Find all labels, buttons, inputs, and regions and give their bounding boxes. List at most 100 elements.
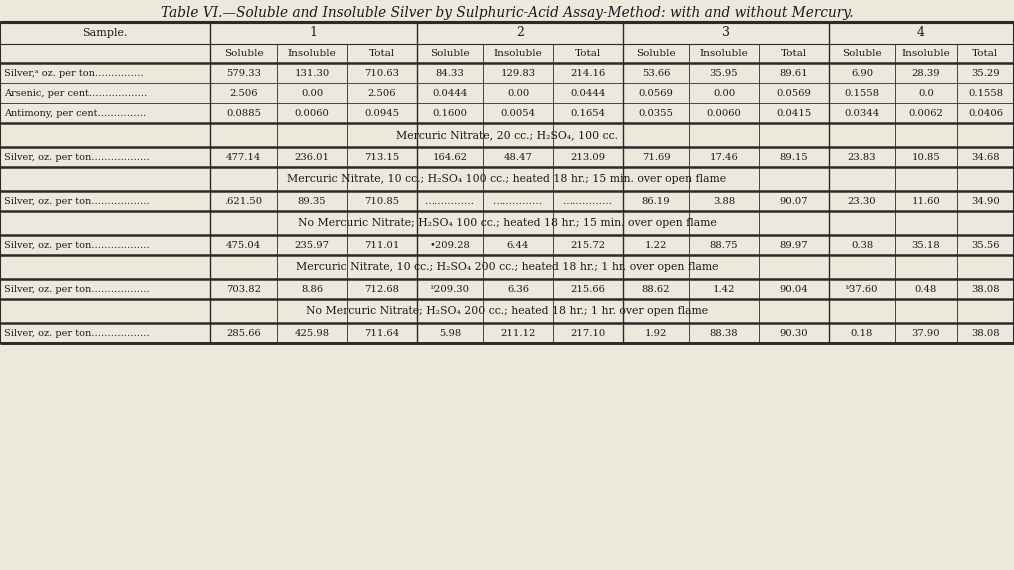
Text: 1.92: 1.92: [645, 328, 667, 337]
Text: 11.60: 11.60: [912, 197, 940, 206]
Text: 5.98: 5.98: [439, 328, 461, 337]
Text: 213.09: 213.09: [571, 153, 605, 161]
Text: 215.72: 215.72: [571, 241, 605, 250]
Text: 2: 2: [516, 26, 524, 39]
Text: 129.83: 129.83: [501, 68, 535, 78]
Text: ……………: ……………: [493, 197, 544, 206]
Text: No Mercuric Nitrate; H₂SO₄ 100 cc.; heated 18 hr.; 15 min. over open flame: No Mercuric Nitrate; H₂SO₄ 100 cc.; heat…: [298, 218, 716, 228]
Text: 0.1558: 0.1558: [845, 88, 879, 97]
Text: 37.90: 37.90: [912, 328, 940, 337]
Text: 53.66: 53.66: [642, 68, 670, 78]
Text: 88.75: 88.75: [710, 241, 738, 250]
Text: 0.0060: 0.0060: [707, 108, 741, 117]
Text: 89.97: 89.97: [780, 241, 808, 250]
Text: Mercuric Nitrate, 20 cc.; H₂SO₄, 100 cc.: Mercuric Nitrate, 20 cc.; H₂SO₄, 100 cc.: [396, 130, 618, 140]
Text: 90.07: 90.07: [780, 197, 808, 206]
Text: 713.15: 713.15: [364, 153, 400, 161]
Text: 35.18: 35.18: [912, 241, 940, 250]
Text: 28.39: 28.39: [912, 68, 940, 78]
Text: 90.04: 90.04: [780, 284, 808, 294]
Text: 131.30: 131.30: [294, 68, 330, 78]
Text: Soluble: Soluble: [636, 50, 675, 59]
Text: Mercuric Nitrate, 10 cc.; H₂SO₄ 200 cc.; heated 18 hr.; 1 hr. over open flame: Mercuric Nitrate, 10 cc.; H₂SO₄ 200 cc.;…: [296, 262, 718, 272]
Text: 1.22: 1.22: [645, 241, 667, 250]
Text: 0.0054: 0.0054: [501, 108, 535, 117]
Text: 710.85: 710.85: [364, 197, 400, 206]
Text: 0.0415: 0.0415: [777, 108, 811, 117]
Text: 89.15: 89.15: [780, 153, 808, 161]
Text: ……………: ……………: [563, 197, 613, 206]
Text: 0.0355: 0.0355: [639, 108, 673, 117]
Text: 0.0344: 0.0344: [845, 108, 879, 117]
Text: 89.61: 89.61: [780, 68, 808, 78]
Text: 236.01: 236.01: [294, 153, 330, 161]
Text: Silver, oz. per ton………………: Silver, oz. per ton………………: [4, 328, 150, 337]
Text: Insoluble: Insoluble: [494, 50, 542, 59]
Text: 0.00: 0.00: [507, 88, 529, 97]
Text: 214.16: 214.16: [570, 68, 605, 78]
Text: Insoluble: Insoluble: [700, 50, 748, 59]
Text: Soluble: Soluble: [224, 50, 264, 59]
Text: 710.63: 710.63: [364, 68, 400, 78]
Text: 0.0945: 0.0945: [364, 108, 400, 117]
Text: 35.56: 35.56: [971, 241, 1000, 250]
Text: Silver, oz. per ton………………: Silver, oz. per ton………………: [4, 197, 150, 206]
Text: 17.46: 17.46: [710, 153, 738, 161]
Text: Mercuric Nitrate, 10 cc.; H₂SO₄ 100 cc.; heated 18 hr.; 15 min. over open flame: Mercuric Nitrate, 10 cc.; H₂SO₄ 100 cc.;…: [287, 174, 727, 184]
Text: 88.62: 88.62: [642, 284, 670, 294]
Text: Total: Total: [972, 50, 999, 59]
Text: 0.0885: 0.0885: [226, 108, 261, 117]
Text: 0.0444: 0.0444: [432, 88, 467, 97]
Text: Sample.: Sample.: [82, 28, 128, 38]
Text: 90.30: 90.30: [780, 328, 808, 337]
Text: 217.10: 217.10: [570, 328, 605, 337]
Text: 8.86: 8.86: [301, 284, 323, 294]
Text: 2.506: 2.506: [368, 88, 396, 97]
Text: Antimony, per cent……………: Antimony, per cent……………: [4, 108, 146, 117]
Text: Silver, oz. per ton………………: Silver, oz. per ton………………: [4, 241, 150, 250]
Text: 0.1654: 0.1654: [571, 108, 605, 117]
Text: 0.0406: 0.0406: [968, 108, 1003, 117]
Text: 89.35: 89.35: [298, 197, 327, 206]
Text: 285.66: 285.66: [226, 328, 261, 337]
Text: 711.64: 711.64: [364, 328, 400, 337]
Text: 0.0: 0.0: [918, 88, 934, 97]
Text: 3: 3: [722, 26, 730, 39]
Text: 34.68: 34.68: [971, 153, 1000, 161]
Text: Total: Total: [781, 50, 807, 59]
Text: 4: 4: [917, 26, 925, 39]
Text: 35.95: 35.95: [710, 68, 738, 78]
Text: 0.00: 0.00: [301, 88, 323, 97]
Text: 10.85: 10.85: [912, 153, 940, 161]
Text: 23.83: 23.83: [848, 153, 876, 161]
Text: 3.88: 3.88: [713, 197, 735, 206]
Text: 0.0444: 0.0444: [570, 88, 605, 97]
Text: Table VI.—Soluble and Insoluble Silver by Sulphuric-Acid Assay-Method: with and : Table VI.—Soluble and Insoluble Silver b…: [160, 6, 854, 20]
Text: 0.0569: 0.0569: [777, 88, 811, 97]
Text: 0.1558: 0.1558: [968, 88, 1003, 97]
Text: 703.82: 703.82: [226, 284, 261, 294]
Text: 34.90: 34.90: [971, 197, 1000, 206]
Text: 35.29: 35.29: [971, 68, 1000, 78]
Text: 38.08: 38.08: [971, 284, 1000, 294]
Text: Soluble: Soluble: [430, 50, 469, 59]
Text: 6.36: 6.36: [507, 284, 529, 294]
Text: 6.44: 6.44: [507, 241, 529, 250]
Text: 6.90: 6.90: [851, 68, 873, 78]
Text: 0.1600: 0.1600: [433, 108, 467, 117]
Text: .621.50: .621.50: [224, 197, 263, 206]
Text: 0.18: 0.18: [851, 328, 873, 337]
Text: 475.04: 475.04: [226, 241, 262, 250]
Text: 164.62: 164.62: [433, 153, 467, 161]
Text: 71.69: 71.69: [642, 153, 670, 161]
Text: ᵇ209.30: ᵇ209.30: [431, 284, 469, 294]
Text: 88.38: 88.38: [710, 328, 738, 337]
Text: 211.12: 211.12: [500, 328, 535, 337]
Text: 0.00: 0.00: [713, 88, 735, 97]
Text: •209.28: •209.28: [430, 241, 470, 250]
Text: Insoluble: Insoluble: [288, 50, 337, 59]
Text: 38.08: 38.08: [971, 328, 1000, 337]
Text: ᵇ37.60: ᵇ37.60: [846, 284, 878, 294]
Text: 0.0062: 0.0062: [909, 108, 943, 117]
Text: 425.98: 425.98: [294, 328, 330, 337]
